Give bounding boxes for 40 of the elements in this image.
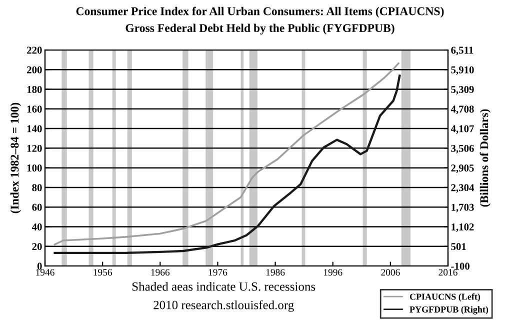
y2-tick-label: 2,304	[451, 184, 474, 193]
x-tick-label: 1986	[266, 269, 285, 276]
y-tick-label: 80	[32, 184, 42, 192]
y2-tick-label: 5,309	[451, 86, 474, 94]
y-tick-label: 220	[27, 46, 42, 54]
y2-tick-label: 3,506	[451, 144, 474, 154]
text: Shaded aeas indicate U.S. recessions	[132, 282, 316, 291]
y2-axis-title: (Billions of Dollars)	[480, 109, 491, 207]
y-tick-label: 40	[32, 223, 42, 230]
y-tick-label: 180	[27, 86, 42, 93]
chart-title: Consumer Price Index for All Urban Consumers: All Items (CPIAUCNS)	[76, 6, 444, 18]
y-tick-label: 160	[27, 106, 42, 113]
y-tick-label: 20	[32, 243, 42, 250]
text: 2010 research.stlouisfed.org	[154, 300, 294, 312]
y-tick-label: 0	[37, 262, 42, 270]
x-tick-label: 1946	[36, 269, 54, 276]
y2-tick-label: 501	[451, 243, 466, 250]
y-tick-label: 200	[27, 66, 42, 74]
y-tick-label: 100	[27, 164, 42, 172]
y2-tick-label: 4,107	[450, 125, 474, 134]
x-tick-label: 2006	[381, 269, 400, 276]
legend-label: PYGFDPUB (Right)	[410, 306, 488, 314]
y2-tick-label: 1,102	[452, 223, 474, 232]
y2-tick-label: 1,703	[452, 204, 474, 212]
y2-tick-label: -100	[451, 262, 470, 270]
chart-subtitle: Gross Federal Debt Held by the Public (FYGFDPUB)	[126, 24, 394, 34]
x-tick-label: 1976	[208, 269, 228, 276]
x-tick-label: 1966	[151, 269, 170, 276]
x-tick-label: 2016	[438, 269, 458, 276]
x-tick-label: 1996	[324, 269, 342, 276]
y2-tick-label: 5,910	[451, 66, 474, 75]
legend-label: CPIAUCNS (Left)	[410, 293, 480, 302]
y-axis-title: (Index 1982–84 = 100)	[10, 102, 22, 214]
y2-tick-label: 6,511	[451, 46, 474, 56]
y2-tick-label: 2,905	[451, 164, 474, 174]
x-tick-label: 1956	[94, 269, 112, 276]
y-tick-label: 140	[27, 125, 42, 132]
y-tick-label: 60	[32, 204, 42, 211]
y2-tick-label: 4,708	[450, 106, 474, 114]
y-tick-label: 120	[27, 144, 42, 152]
